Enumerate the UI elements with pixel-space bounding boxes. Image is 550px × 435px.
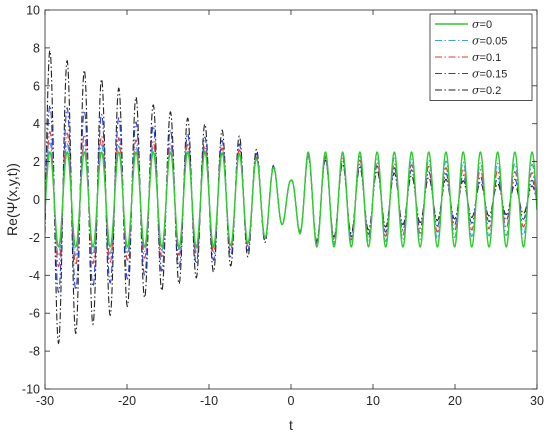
legend-sigma-symbol: σ	[472, 35, 480, 48]
y-tick-label: -10	[22, 383, 40, 397]
legend-label-sigma-0: σ=0	[472, 18, 492, 31]
legend-sigma-symbol: σ	[472, 68, 480, 81]
legend-label-sigma-0.2: σ=0.2	[472, 84, 501, 97]
y-axis-label: Re(Ψ(x,y,t))	[4, 163, 20, 236]
legend-series-name: =0	[480, 19, 493, 31]
x-tick-label: 20	[448, 394, 462, 408]
legend-series-name: =0.1	[480, 52, 502, 64]
x-tick-label: -20	[118, 394, 136, 408]
y-tick-label: 8	[33, 41, 40, 55]
y-tick-label: -6	[29, 307, 40, 321]
legend-box	[429, 13, 533, 101]
x-tick-label: 10	[366, 394, 380, 408]
x-tick-label: -10	[200, 394, 218, 408]
legend-label-sigma-0.05: σ=0.05	[472, 35, 507, 48]
x-axis-label: t	[289, 417, 293, 433]
series-line-sigma-0	[45, 151, 537, 248]
y-tick-label: -4	[29, 269, 40, 283]
x-tick-label: 30	[530, 394, 544, 408]
y-tick-label: 0	[33, 193, 40, 207]
legend-sigma-symbol: σ	[472, 51, 480, 64]
legend-series-name: =0.2	[480, 85, 502, 97]
legend-label-sigma-0.15: σ=0.15	[472, 68, 507, 81]
y-tick-label: 6	[33, 79, 40, 93]
y-tick-label: 2	[33, 155, 40, 169]
series-layer	[45, 49, 537, 345]
legend-sigma-symbol: σ	[472, 84, 480, 97]
y-tick-label: 4	[33, 117, 40, 131]
legend-series-name: =0.05	[480, 36, 508, 48]
y-tick-label: -8	[29, 345, 40, 359]
legend-series-name: =0.15	[480, 69, 508, 81]
y-tick-label: 10	[26, 4, 40, 18]
legend-sigma-symbol: σ	[472, 18, 480, 31]
x-tick-label: -30	[36, 394, 54, 408]
x-tick-label: 0	[288, 394, 295, 408]
legend: σ=0σ=0.05σ=0.1σ=0.15σ=0.2	[429, 13, 533, 101]
legend-label-sigma-0.1: σ=0.1	[472, 51, 501, 64]
y-tick-label: -2	[29, 231, 40, 245]
